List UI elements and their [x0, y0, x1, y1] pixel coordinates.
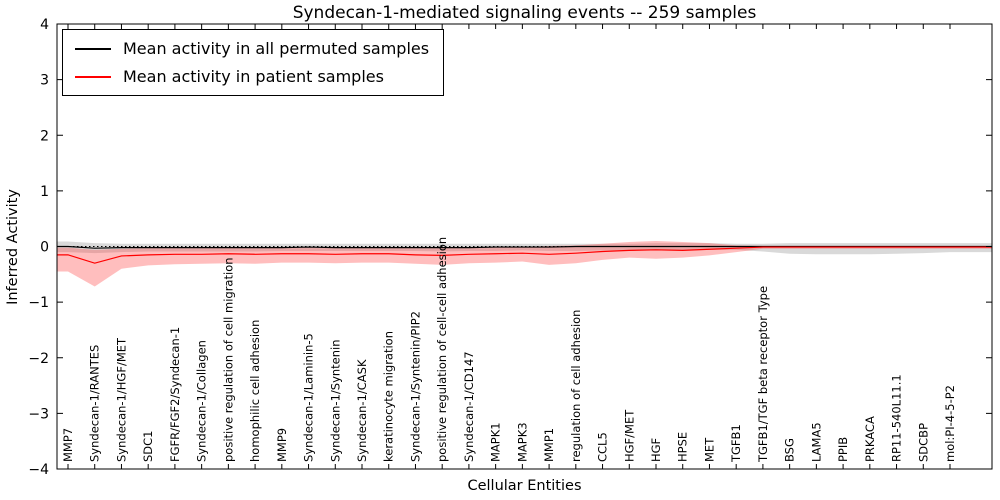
x-tick-label: HPSE — [676, 432, 690, 462]
permuted-line-swatch — [75, 47, 111, 50]
x-tick-label: homophilic cell adhesion — [248, 320, 262, 462]
x-tick-label: MMP1 — [542, 428, 556, 462]
legend-item-permuted: Mean activity in all permuted samples — [75, 39, 429, 58]
y-tick-label: 1 — [40, 184, 49, 200]
permuted-confidence-band — [57, 241, 992, 255]
x-tick-label: FGFR/FGF2/Syndecan-1 — [168, 327, 182, 462]
x-tick-label: TGFB1/TGF beta receptor Type — [756, 286, 770, 463]
legend-label-patient: Mean activity in patient samples — [123, 67, 384, 86]
x-tick-label: PRKACA — [863, 416, 877, 462]
x-tick-label: positive regulation of cell migration — [221, 257, 235, 462]
x-tick-label: RP11-540L11.1 — [890, 374, 904, 462]
x-tick-label: Syndecan-1/CD147 — [462, 351, 476, 462]
x-tick-label: SDC1 — [141, 430, 155, 462]
x-tick-label: mol:PI-4-5-P2 — [943, 385, 957, 462]
y-tick-label: −2 — [28, 351, 49, 367]
patient-confidence-band — [57, 240, 992, 287]
x-tick-label: MAPK1 — [489, 422, 503, 462]
x-tick-label: MMP7 — [61, 428, 75, 462]
x-tick-label: CCL5 — [596, 432, 610, 462]
x-tick-label: Syndecan-1/Collagen — [195, 340, 209, 462]
x-tick-label: HGF — [649, 438, 663, 462]
x-tick-label: TGFB1 — [729, 424, 743, 463]
x-tick-label: Syndecan-1/Laminin-5 — [302, 333, 316, 462]
y-tick-label: 4 — [40, 17, 49, 33]
legend: Mean activity in all permuted samples Me… — [62, 29, 445, 96]
y-tick-label: 0 — [40, 240, 49, 256]
x-tick-label: positive regulation of cell-cell adhesio… — [435, 237, 449, 462]
y-tick-label: 2 — [40, 128, 49, 144]
x-tick-label: Syndecan-1/RANTES — [88, 345, 102, 462]
y-tick-label: −1 — [28, 295, 49, 311]
x-tick-label: SDCBP — [916, 423, 930, 462]
legend-label-permuted: Mean activity in all permuted samples — [123, 39, 430, 58]
x-tick-label: Syndecan-1/HGF/MET — [114, 337, 128, 462]
chart-title: Syndecan-1-mediated signaling events -- … — [292, 3, 757, 23]
x-axis-label: Cellular Entities — [467, 478, 582, 494]
y-tick-label: −3 — [28, 406, 49, 422]
x-tick-label: Syndecan-1/CASK — [355, 359, 369, 462]
x-tick-label: keratinocyte migration — [382, 331, 396, 462]
x-tick-label: HGF/MET — [622, 409, 636, 462]
y-tick-label: 3 — [40, 73, 49, 89]
legend-item-patient: Mean activity in patient samples — [75, 67, 429, 86]
patient-line-swatch — [75, 75, 111, 78]
y-axis-label: Inferred Activity — [5, 189, 21, 305]
x-tick-label: MET — [702, 437, 716, 462]
x-tick-label: regulation of cell adhesion — [569, 310, 583, 462]
x-tick-label: BSG — [783, 438, 797, 462]
patient-mean-line — [57, 246, 992, 264]
y-tick-label: −4 — [28, 462, 49, 478]
x-tick-label: PPIB — [836, 437, 850, 462]
x-tick-label: Syndecan-1/Syntenin/PIP2 — [408, 311, 422, 462]
x-tick-label: Syndecan-1/Syntenin — [328, 339, 342, 462]
x-tick-label: LAMA5 — [809, 422, 823, 462]
x-tick-label: MMP9 — [275, 428, 289, 462]
x-tick-label: MAPK3 — [515, 422, 529, 462]
